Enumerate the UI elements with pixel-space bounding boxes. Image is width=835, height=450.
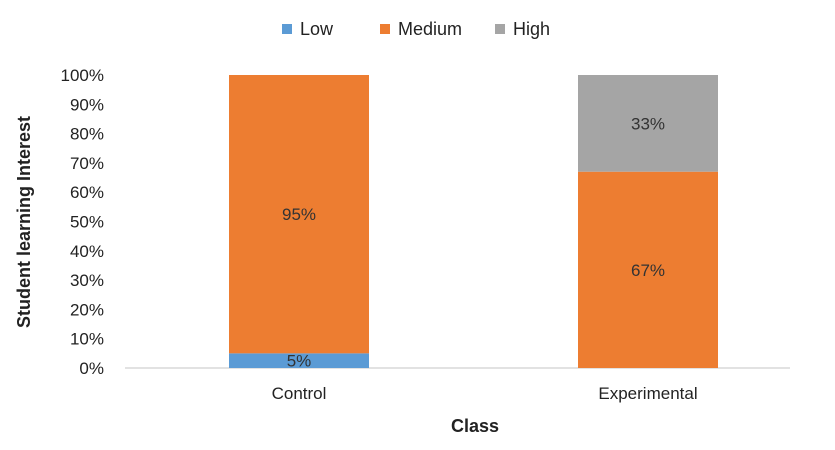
legend: Low Medium High	[282, 19, 550, 39]
y-tick-label: 80%	[70, 125, 104, 144]
x-axis-title: Class	[451, 416, 499, 436]
legend-label: High	[513, 19, 550, 39]
bar-segment-medium	[229, 75, 369, 354]
y-tick-label: 50%	[70, 213, 104, 232]
y-axis-title: Student learning Interest	[14, 116, 34, 328]
y-tick-label: 10%	[70, 330, 104, 349]
data-label: 5%	[287, 352, 312, 371]
category-label: Experimental	[598, 384, 697, 403]
y-axis-ticks: 0% 10% 20% 30% 40% 50% 60% 70% 80% 90% 100%	[61, 66, 104, 378]
y-tick-label: 40%	[70, 242, 104, 261]
legend-label: Medium	[398, 19, 462, 39]
x-axis-categories: Control Experimental	[272, 384, 698, 403]
y-tick-label: 20%	[70, 300, 104, 319]
bar-segment-high	[578, 75, 718, 172]
y-tick-label: 60%	[70, 183, 104, 202]
category-label: Control	[272, 384, 327, 403]
data-label: 95%	[282, 205, 316, 224]
data-label: 67%	[631, 261, 665, 280]
y-tick-label: 70%	[70, 154, 104, 173]
y-tick-label: 100%	[61, 66, 104, 85]
y-tick-label: 30%	[70, 271, 104, 290]
legend-swatch-high	[495, 24, 505, 34]
bar-segment-low	[229, 353, 369, 368]
y-tick-label: 0%	[79, 359, 104, 378]
legend-swatch-low	[282, 24, 292, 34]
bars: 5% 95% 67% 33%	[229, 75, 718, 371]
legend-swatch-medium	[380, 24, 390, 34]
bar-segment-medium	[578, 171, 718, 368]
data-label: 33%	[631, 114, 665, 133]
y-tick-label: 90%	[70, 95, 104, 114]
legend-label: Low	[300, 19, 334, 39]
